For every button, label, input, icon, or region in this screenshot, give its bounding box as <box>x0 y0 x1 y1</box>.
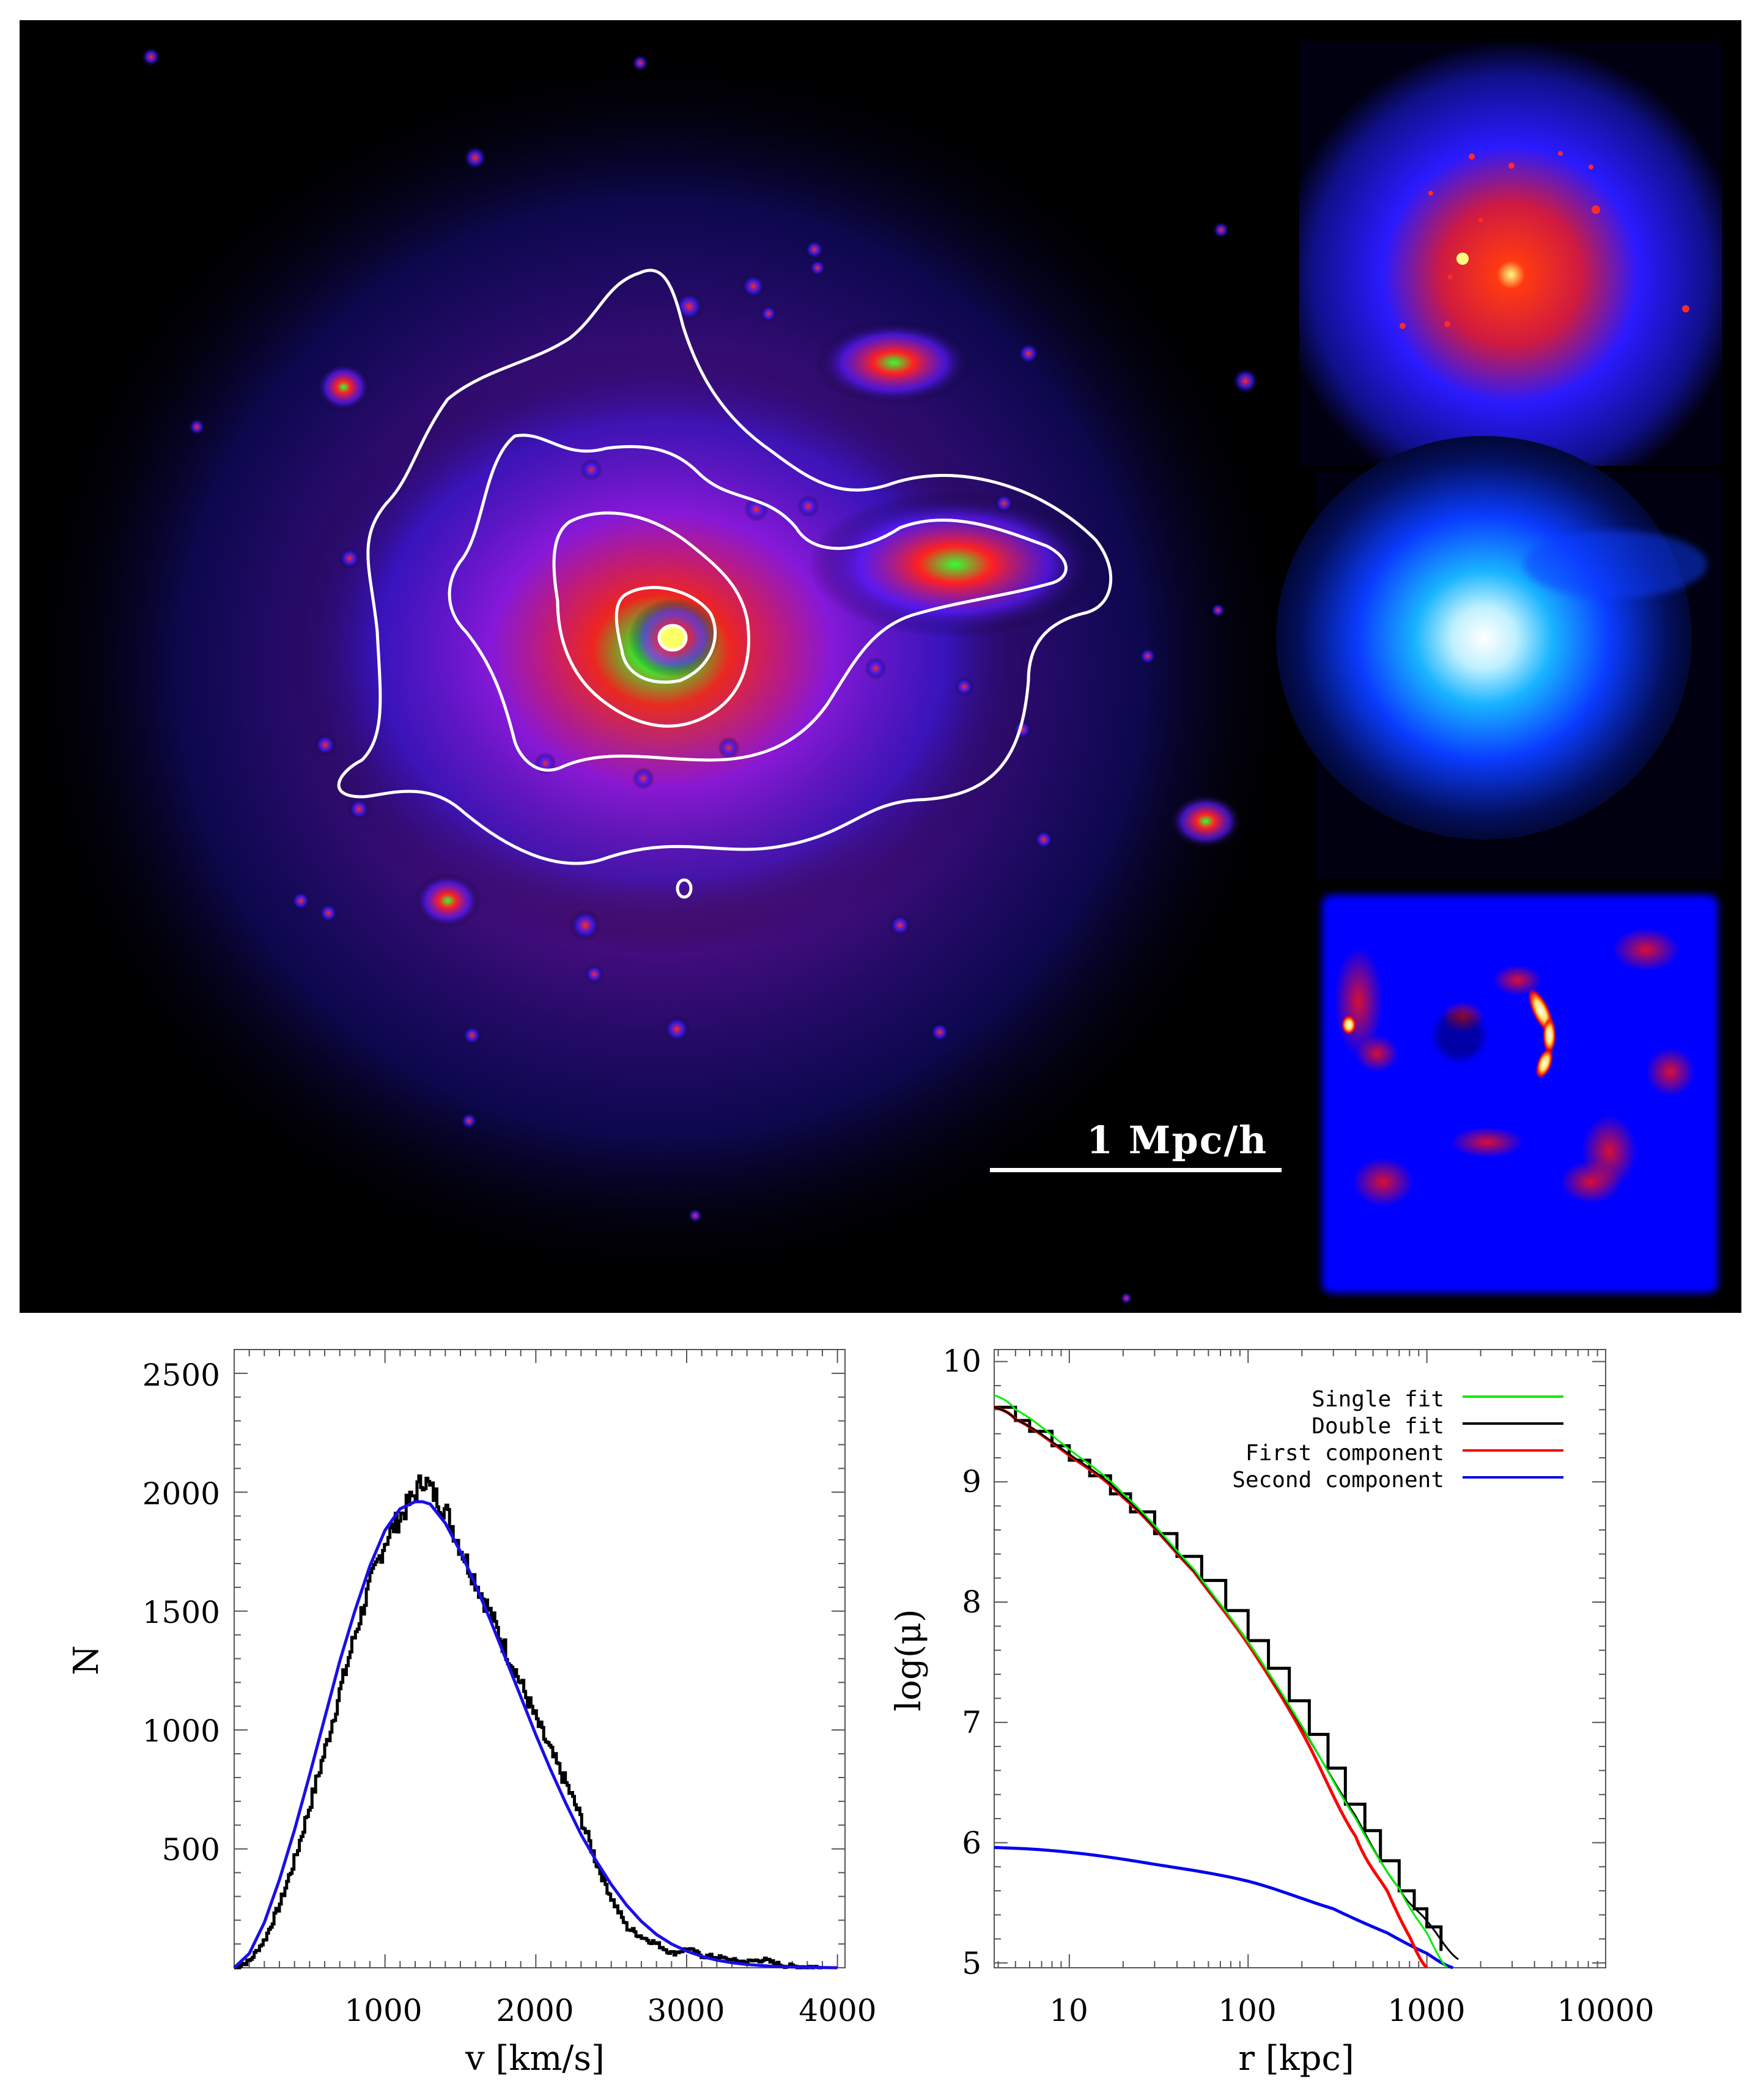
inset-middle-gas <box>1276 436 1722 879</box>
velocity-distribution-plot: 500 1000 1500 2000 2500 1000 2000 3000 4… <box>67 1349 877 2078</box>
simulation-map-svg <box>20 41 1727 1304</box>
legend-item-second-component: Second component <box>1232 1468 1563 1493</box>
y-tick-5: 5 <box>962 1946 981 1981</box>
fit-curve <box>233 1500 838 1970</box>
shock-front <box>1341 988 1556 1079</box>
scale-bar <box>990 1168 1282 1172</box>
x-tick-10000: 10000 <box>1557 1993 1654 2028</box>
simulation-image-panel: 1 Mpc/h <box>20 20 1741 1313</box>
y-tick-500: 500 <box>162 1832 220 1867</box>
x-tick-1000: 1000 <box>1387 1993 1465 2028</box>
x-tick-100: 100 <box>1218 1993 1276 2028</box>
y-tick-10: 10 <box>942 1343 981 1379</box>
right-plot-frame <box>994 1349 1606 1968</box>
svg-text:Single fit: Single fit <box>1312 1387 1444 1412</box>
left-x-tick-labels: 1000 2000 3000 4000 <box>344 1993 876 2028</box>
legend: Single fit Double fit First component Se… <box>1232 1387 1563 1493</box>
y-tick-9: 9 <box>962 1464 981 1499</box>
right-x-tick-labels: 10 100 1000 10000 <box>1049 1993 1654 2028</box>
right-plot-ticks <box>994 1350 1606 1968</box>
left-plot-ticks <box>234 1350 845 1968</box>
x-tick-10: 10 <box>1049 1993 1088 2028</box>
inset-top-dark-matter <box>1299 41 1722 466</box>
svg-text:First component: First component <box>1246 1441 1444 1466</box>
svg-text:Double fit: Double fit <box>1312 1414 1444 1439</box>
y-tick-7: 7 <box>962 1705 981 1740</box>
right-y-tick-labels: 5 6 7 8 9 10 <box>942 1343 981 1981</box>
single-fit-curve <box>994 1394 1448 1969</box>
main-density-map <box>20 45 1304 1304</box>
y-tick-8: 8 <box>962 1584 981 1620</box>
right-y-axis-title: log(μ) <box>889 1609 929 1712</box>
density-contours <box>337 268 1113 899</box>
y-tick-2000: 2000 <box>142 1476 220 1512</box>
legend-item-single-fit: Single fit <box>1312 1387 1563 1412</box>
y-tick-2500: 2500 <box>142 1357 220 1393</box>
scale-bar-label: 1 Mpc/h <box>1087 1118 1268 1162</box>
left-plot-frame <box>234 1349 846 1968</box>
plots-row: 500 1000 1500 2000 2500 1000 2000 3000 4… <box>0 1315 1764 2087</box>
svg-text:Second component: Second component <box>1232 1468 1444 1493</box>
left-x-axis-title: v [km/s] <box>465 2039 605 2078</box>
plots-svg: 500 1000 1500 2000 2500 1000 2000 3000 4… <box>67 1343 1655 2078</box>
left-y-tick-labels: 500 1000 1500 2000 2500 <box>142 1357 220 1867</box>
surface-density-profile-plot: 5 6 7 8 9 10 10 100 1000 10000 r [kpc] l… <box>889 1343 1655 2078</box>
y-tick-1500: 1500 <box>142 1595 220 1630</box>
x-tick-4000: 4000 <box>799 1993 876 2028</box>
histogram-line <box>234 1474 822 1970</box>
x-tick-1000: 1000 <box>344 1993 422 2028</box>
y-tick-6: 6 <box>962 1825 981 1861</box>
left-y-axis-title: N <box>67 1646 106 1675</box>
second-component-curve <box>994 1845 1454 1970</box>
x-tick-3000: 3000 <box>647 1993 725 2028</box>
x-tick-2000: 2000 <box>496 1993 574 2028</box>
scale-bar-line <box>990 1168 1282 1172</box>
legend-item-double-fit: Double fit <box>1312 1414 1563 1439</box>
right-x-axis-title: r [kpc] <box>1238 2039 1354 2078</box>
legend-item-first-component: First component <box>1246 1441 1563 1466</box>
y-tick-1000: 1000 <box>142 1713 220 1749</box>
inset-bottom-residual <box>1316 892 1727 1302</box>
